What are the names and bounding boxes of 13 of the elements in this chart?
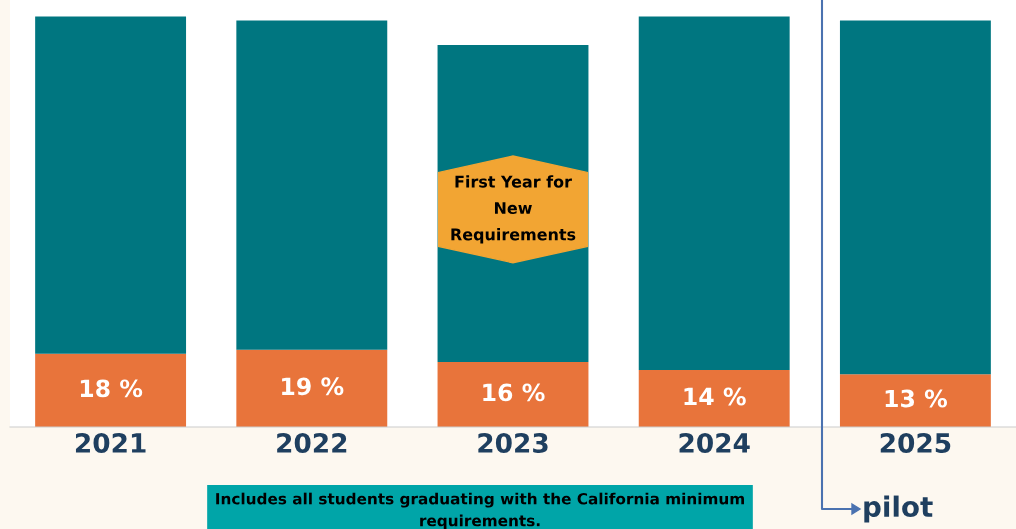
data-label: 14 %: [684, 387, 746, 406]
data-label: 13 %: [885, 389, 948, 408]
data-label: 19 %: [282, 377, 344, 396]
text: pilot: [864, 495, 933, 523]
data-label: 16 %: [483, 383, 545, 402]
x-tick-label: 2023: [478, 433, 548, 453]
annotation: First Year for New Requirements: [451, 175, 576, 244]
x-tick-label: 2022: [277, 433, 347, 453]
text: Includes all students graduating with the California minimum requirements.: [216, 492, 744, 529]
x-tick-label: 2021: [75, 433, 146, 453]
x-tick-label: 2024: [679, 433, 750, 453]
x-tick-label: 2025: [880, 433, 951, 453]
data-label: 18 %: [80, 379, 143, 398]
